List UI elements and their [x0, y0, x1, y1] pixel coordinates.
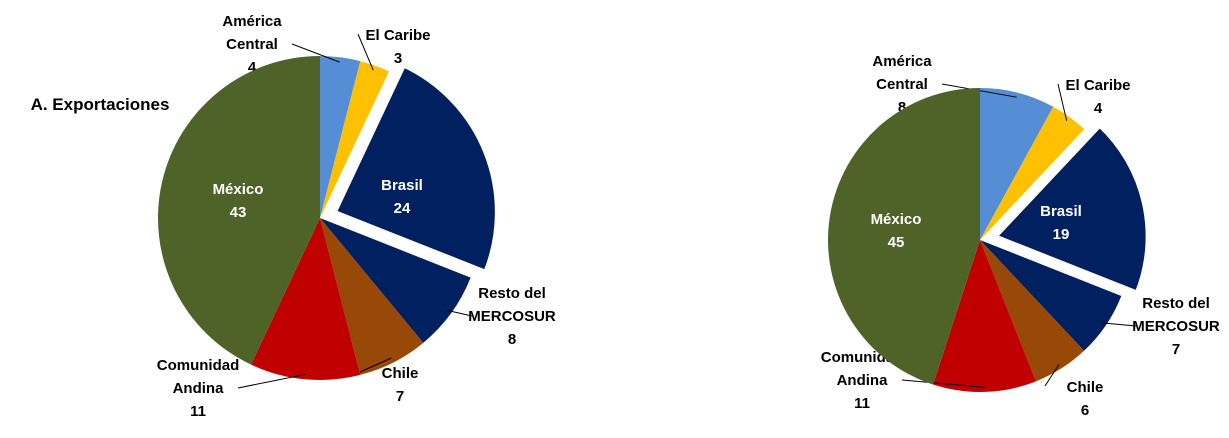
- slice-label: Comunidad Andina: [157, 357, 240, 397]
- slice-label: Brasil: [381, 177, 423, 194]
- leader-line: [1057, 83, 1068, 121]
- slice-value: 8: [508, 331, 516, 348]
- slice-label: Chile: [1067, 379, 1104, 396]
- slice-value: 6: [1081, 402, 1089, 419]
- slice-value: 3: [394, 50, 402, 67]
- slice-value: 8: [898, 99, 906, 116]
- slice-label: Chile: [382, 365, 419, 382]
- pie-slice: [320, 218, 424, 375]
- slice-value: 7: [1172, 341, 1180, 358]
- slice-value: 7: [396, 388, 404, 405]
- leader-line: [447, 309, 473, 317]
- slice-value: 4: [248, 59, 257, 76]
- pie-slice: [992, 122, 1150, 296]
- slice-label: Resto del MERCOSUR: [468, 285, 556, 325]
- slice-label: México: [871, 211, 922, 228]
- pie-slice: [332, 62, 499, 275]
- slice-value: 11: [190, 403, 206, 420]
- pie-slice: [980, 106, 1085, 240]
- pie-slice: [320, 218, 471, 343]
- leader-line: [237, 373, 306, 389]
- leader-line: [1101, 322, 1137, 327]
- pie-slice: [828, 88, 980, 385]
- slice-value: 45: [888, 234, 905, 251]
- leader-line: [357, 33, 374, 71]
- slice-value: 43: [230, 204, 247, 221]
- slice-label: América Central: [222, 13, 282, 53]
- pie-slice: [980, 240, 1085, 382]
- slice-label: América Central: [872, 53, 932, 93]
- leader-line: [359, 357, 392, 373]
- leader-line: [291, 43, 340, 63]
- pie-slice: [980, 88, 1054, 240]
- pie-slice: [980, 240, 1122, 351]
- slice-value: 4: [1094, 100, 1103, 117]
- slice-value: 19: [1053, 226, 1070, 243]
- chart-title: A. Exportaciones: [31, 95, 170, 114]
- pie-slice: [933, 240, 1036, 392]
- leader-line: [901, 379, 985, 388]
- leader-line: [1044, 364, 1060, 387]
- slice-label: Brasil: [1040, 203, 1082, 220]
- pie-slice: [158, 56, 320, 365]
- slice-label: Resto del MERCOSUR: [1132, 295, 1220, 335]
- pie-slice: [320, 56, 361, 218]
- slice-value: 11: [854, 395, 870, 412]
- slice-value: 24: [394, 200, 411, 217]
- slice-label: México: [213, 181, 264, 198]
- pie-slice: [320, 61, 389, 219]
- slice-label: El Caribe: [365, 27, 430, 44]
- pie-slice: [251, 218, 361, 380]
- slice-label: El Caribe: [1065, 77, 1130, 94]
